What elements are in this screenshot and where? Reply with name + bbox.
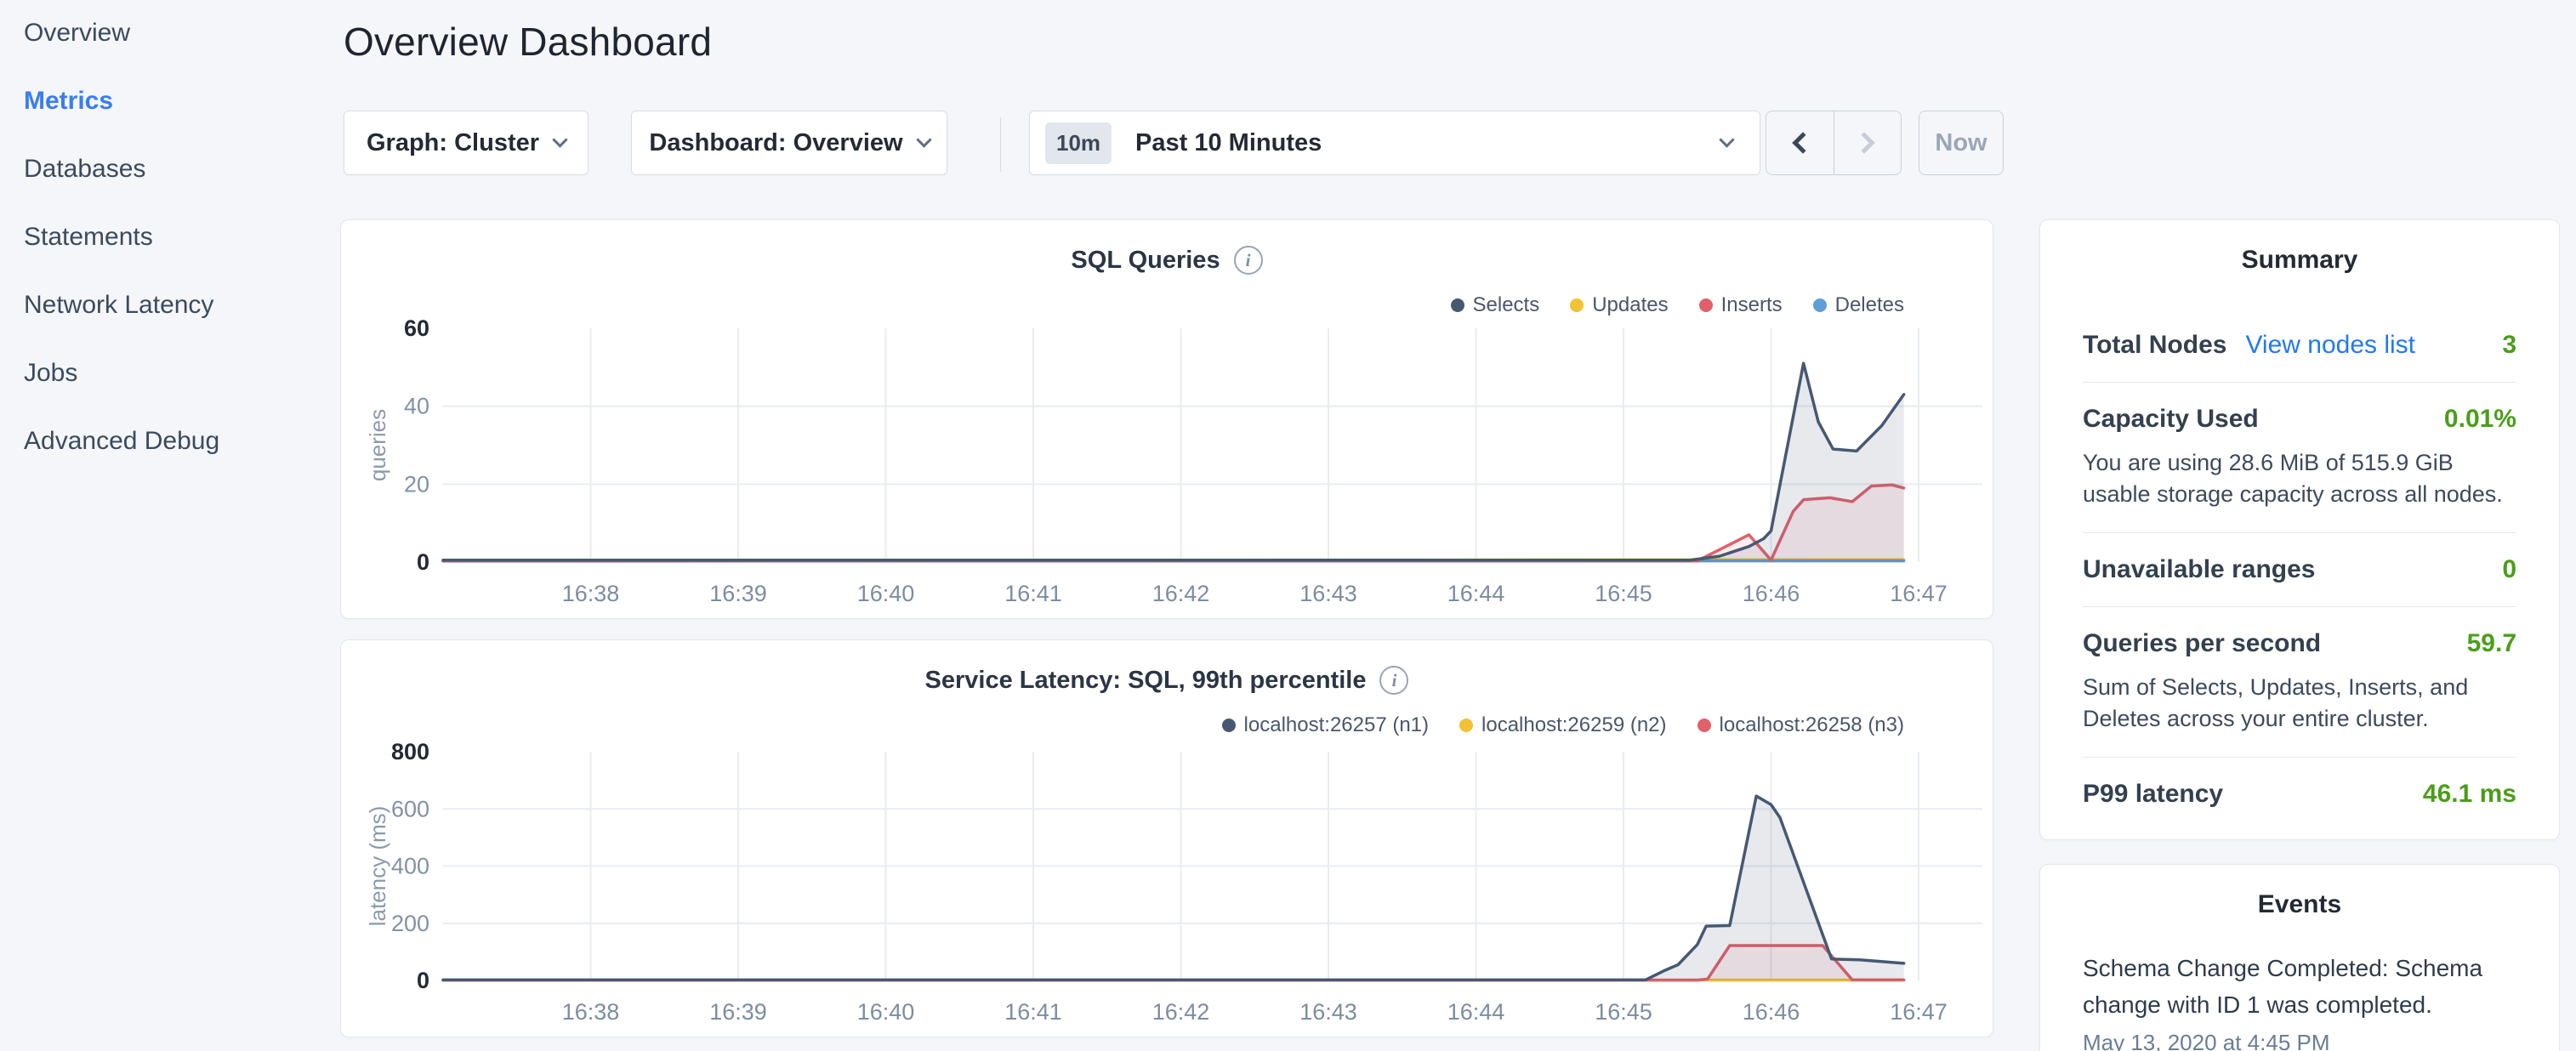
summary-row-label: Unavailable ranges: [2083, 555, 2315, 584]
svg-text:16:40: 16:40: [857, 581, 915, 606]
summary-row-value: 3: [2502, 331, 2516, 360]
summary-panel: Summary Total Nodes View nodes list 3 Capac…: [2039, 219, 2560, 840]
svg-text:16:38: 16:38: [562, 999, 620, 1025]
svg-text:200: 200: [391, 911, 429, 936]
sidebar-item-metrics[interactable]: Metrics: [24, 87, 340, 112]
event-items: Schema Change Completed: Schema change w…: [2083, 950, 2516, 1051]
sidebar-item-jobs[interactable]: Jobs: [24, 359, 340, 384]
svg-text:16:40: 16:40: [857, 999, 915, 1025]
svg-text:16:38: 16:38: [562, 581, 620, 606]
cockroachdb-metrics-page: { "sidebar": { "items": [ { "label": "Ov…: [0, 0, 2576, 1051]
dashboard-dropdown[interactable]: Dashboard: Overview: [631, 111, 947, 175]
summary-row-value: 59.7: [2467, 629, 2516, 658]
graph-scope-dropdown[interactable]: Graph: Cluster: [344, 111, 589, 175]
svg-text:0: 0: [417, 968, 429, 993]
svg-text:16:46: 16:46: [1743, 581, 1800, 606]
summary-row-label: Queries per second: [2083, 629, 2321, 658]
dashboard-dropdown-label: Dashboard: Overview: [649, 129, 902, 157]
summary-row-queries-per-second: Queries per second 59.7 Sum of Selects, Up…: [2083, 607, 2516, 758]
summary-row-description: Sum of Selects, Updates, Inserts, and De…: [2083, 672, 2516, 735]
sidebar-item-statements[interactable]: Statements: [24, 223, 340, 248]
svg-text:0: 0: [417, 549, 429, 575]
sidebar-nav: Overview Metrics Databases Statements Networ…: [0, 0, 340, 495]
sidebar-item-advanced-debug[interactable]: Advanced Debug: [24, 427, 340, 452]
summary-row-p99-latency: P99 latency 46.1 ms: [2083, 758, 2516, 831]
event-item: Schema Change Completed: Schema change w…: [2083, 950, 2516, 1051]
svg-text:16:43: 16:43: [1299, 581, 1357, 606]
summary-row-label: Capacity Used: [2083, 405, 2259, 434]
event-timestamp: May 13, 2020 at 4:45 PM: [2083, 1030, 2516, 1051]
svg-text:16:43: 16:43: [1299, 999, 1357, 1025]
now-button[interactable]: Now: [1919, 111, 2004, 175]
sql-queries-chart-card: SQL Queries i SelectsUpdatesInsertsDelet…: [340, 219, 1993, 619]
summary-row-description: You are using 28.6 MiB of 515.9 GiB usab…: [2083, 447, 2516, 510]
event-text: Schema Change Completed: Schema change w…: [2083, 950, 2516, 1023]
time-range-badge: 10m: [1045, 122, 1112, 164]
summary-row-value: 46.1 ms: [2423, 780, 2516, 809]
sql-queries-plot[interactable]: 0 20 40 60 queries 16:38 16:39 16:40 16:41 16:42 1…: [341, 220, 1994, 620]
chevron-down-icon: [916, 132, 931, 147]
svg-text:16:46: 16:46: [1743, 999, 1800, 1025]
service-latency-plot[interactable]: 0 200 400 600 800 latency (ms) 16:38 16:39 16:40…: [341, 640, 1994, 1038]
summary-row-label: Total Nodes: [2083, 331, 2226, 360]
time-step-back-button[interactable]: [1766, 111, 1834, 174]
events-title: Events: [2083, 890, 2516, 919]
chevron-down-icon: [552, 132, 567, 147]
time-range-selector[interactable]: 10m Past 10 Minutes: [1029, 111, 1760, 175]
chevron-right-icon: [1853, 132, 1874, 153]
time-step-forward-button[interactable]: [1834, 111, 1902, 174]
summary-rows: Total Nodes View nodes list 3 Capacity Used…: [2083, 309, 2516, 831]
service-latency-chart-card: Service Latency: SQL, 99th percentile i …: [340, 639, 1993, 1037]
page-title: Overview Dashboard: [344, 19, 712, 65]
svg-text:16:45: 16:45: [1595, 999, 1652, 1025]
svg-text:600: 600: [391, 796, 429, 821]
time-range-label: Past 10 Minutes: [1135, 129, 1322, 157]
summary-row-unavailable-ranges: Unavailable ranges 0: [2083, 533, 2516, 607]
svg-text:800: 800: [391, 739, 429, 764]
events-panel: Events Schema Change Completed: Schema c…: [2039, 864, 2560, 1051]
svg-text:16:41: 16:41: [1004, 581, 1062, 606]
summary-title: Summary: [2083, 246, 2516, 275]
summary-row-capacity-used: Capacity Used 0.01% You are using 28.6 MiB…: [2083, 383, 2516, 533]
sidebar-item-network-latency[interactable]: Network Latency: [24, 291, 340, 316]
sidebar-item-databases[interactable]: Databases: [24, 155, 340, 180]
svg-text:16:42: 16:42: [1152, 581, 1210, 606]
chevron-down-icon: [1719, 132, 1734, 147]
sidebar-item-overview[interactable]: Overview: [24, 19, 340, 44]
svg-text:16:39: 16:39: [709, 581, 767, 606]
svg-text:16:44: 16:44: [1447, 999, 1505, 1025]
svg-text:40: 40: [404, 394, 429, 419]
time-step-buttons: [1766, 111, 1902, 175]
svg-text:16:44: 16:44: [1447, 581, 1505, 606]
view-nodes-list-link[interactable]: View nodes list: [2245, 331, 2415, 360]
svg-text:60: 60: [404, 315, 429, 341]
svg-text:16:42: 16:42: [1152, 999, 1210, 1025]
summary-row-value: 0.01%: [2444, 405, 2516, 434]
chevron-left-icon: [1793, 132, 1814, 153]
summary-row-total-nodes: Total Nodes View nodes list 3: [2083, 309, 2516, 383]
svg-text:16:39: 16:39: [709, 999, 767, 1025]
svg-text:20: 20: [404, 471, 429, 497]
svg-text:16:47: 16:47: [1890, 581, 1948, 606]
svg-text:400: 400: [391, 854, 429, 879]
svg-text:latency (ms): latency (ms): [365, 806, 390, 927]
controls-divider: [1000, 117, 1001, 172]
svg-text:16:45: 16:45: [1595, 581, 1652, 606]
summary-row-label: P99 latency: [2083, 780, 2223, 809]
graph-scope-dropdown-label: Graph: Cluster: [367, 129, 539, 157]
summary-row-value: 0: [2502, 555, 2516, 584]
svg-text:16:41: 16:41: [1004, 999, 1062, 1025]
svg-text:16:47: 16:47: [1890, 999, 1948, 1025]
svg-text:queries: queries: [365, 409, 390, 481]
